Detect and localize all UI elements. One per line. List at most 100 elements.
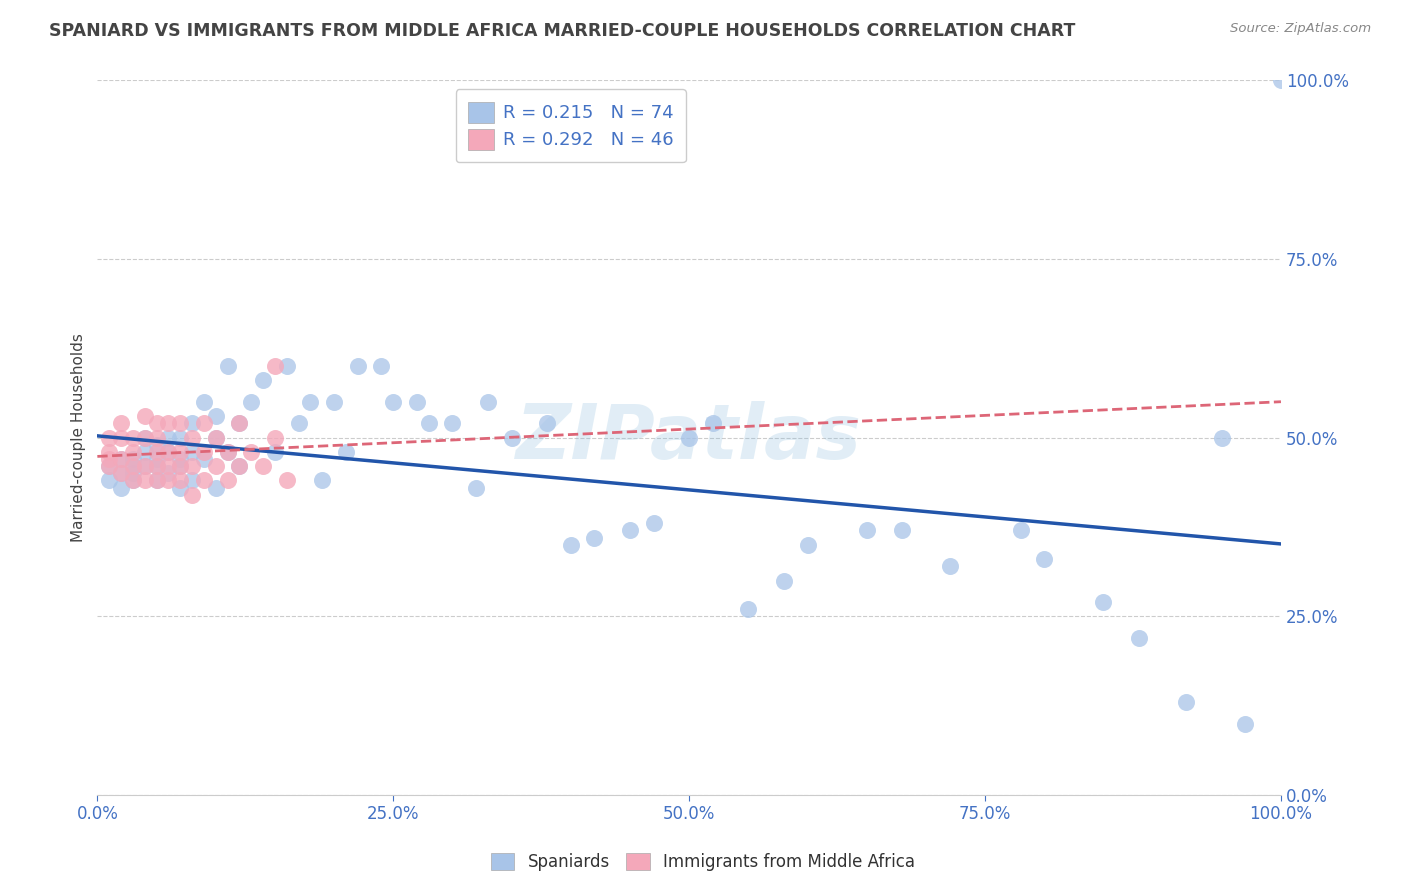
Point: [1128, 631, 1150, 645]
Point: [121, 474, 143, 488]
Text: SPANIARD VS IMMIGRANTS FROM MIDDLE AFRICA MARRIED-COUPLE HOUSEHOLDS CORRELATION : SPANIARD VS IMMIGRANTS FROM MIDDLE AFRIC…: [49, 22, 1076, 40]
Point: [252, 373, 274, 387]
Point: [98, 452, 121, 467]
Point: [121, 430, 143, 444]
Point: [110, 452, 132, 467]
Point: [98, 430, 121, 444]
Point: [240, 394, 263, 409]
Point: [145, 459, 167, 474]
Point: [157, 445, 180, 459]
Point: [121, 467, 143, 481]
Point: [121, 445, 143, 459]
Point: [1270, 73, 1292, 87]
Point: [536, 416, 558, 430]
Point: [217, 445, 239, 459]
Point: [204, 459, 226, 474]
Point: [169, 474, 191, 488]
Point: [181, 416, 204, 430]
Point: [134, 459, 156, 474]
Point: [560, 538, 582, 552]
Point: [98, 459, 121, 474]
Point: [98, 474, 121, 488]
Point: [181, 474, 204, 488]
Point: [583, 531, 606, 545]
Point: [418, 416, 440, 430]
Point: [382, 394, 405, 409]
Point: [121, 452, 143, 467]
Point: [204, 430, 226, 444]
Point: [204, 409, 226, 423]
Point: [370, 359, 392, 373]
Point: [121, 459, 143, 474]
Point: [217, 445, 239, 459]
Point: [796, 538, 818, 552]
Point: [181, 430, 204, 444]
Point: [181, 488, 204, 502]
Point: [441, 416, 464, 430]
Point: [228, 459, 250, 474]
Point: [145, 474, 167, 488]
Point: [252, 459, 274, 474]
Point: [643, 516, 665, 531]
Point: [157, 474, 180, 488]
Point: [169, 459, 191, 474]
Point: [193, 416, 215, 430]
Point: [145, 438, 167, 452]
Point: [1033, 552, 1056, 566]
Point: [702, 416, 724, 430]
Point: [110, 452, 132, 467]
Point: [938, 559, 960, 574]
Point: [157, 459, 180, 474]
Point: [204, 430, 226, 444]
Point: [169, 481, 191, 495]
Point: [145, 452, 167, 467]
Point: [737, 602, 759, 616]
Point: [110, 430, 132, 444]
Point: [501, 430, 523, 444]
Point: [477, 394, 499, 409]
Point: [335, 445, 357, 459]
Point: [204, 481, 226, 495]
Point: [169, 452, 191, 467]
Point: [1092, 595, 1115, 609]
Point: [264, 359, 287, 373]
Point: [193, 474, 215, 488]
Point: [110, 467, 132, 481]
Point: [134, 409, 156, 423]
Point: [145, 430, 167, 444]
Point: [1010, 524, 1032, 538]
Point: [134, 430, 156, 444]
Point: [169, 430, 191, 444]
Point: [134, 474, 156, 488]
Point: [323, 394, 346, 409]
Point: [145, 459, 167, 474]
Point: [406, 394, 429, 409]
Point: [287, 416, 309, 430]
Point: [276, 359, 298, 373]
Point: [98, 445, 121, 459]
Point: [157, 430, 180, 444]
Point: [157, 467, 180, 481]
Point: [193, 445, 215, 459]
Point: [264, 430, 287, 444]
Point: [169, 445, 191, 459]
Point: [145, 445, 167, 459]
Point: [181, 459, 204, 474]
Point: [169, 416, 191, 430]
Point: [1234, 716, 1257, 731]
Point: [110, 467, 132, 481]
Text: Source: ZipAtlas.com: Source: ZipAtlas.com: [1230, 22, 1371, 36]
Point: [678, 430, 700, 444]
Point: [134, 430, 156, 444]
Text: ZIPatlas: ZIPatlas: [516, 401, 862, 475]
Point: [228, 416, 250, 430]
Legend: Spaniards, Immigrants from Middle Africa: Spaniards, Immigrants from Middle Africa: [482, 845, 924, 880]
Point: [1211, 430, 1233, 444]
Point: [181, 445, 204, 459]
Point: [134, 459, 156, 474]
Legend: R = 0.215   N = 74, R = 0.292   N = 46: R = 0.215 N = 74, R = 0.292 N = 46: [456, 89, 686, 162]
Point: [891, 524, 914, 538]
Point: [98, 459, 121, 474]
Point: [346, 359, 368, 373]
Point: [193, 452, 215, 467]
